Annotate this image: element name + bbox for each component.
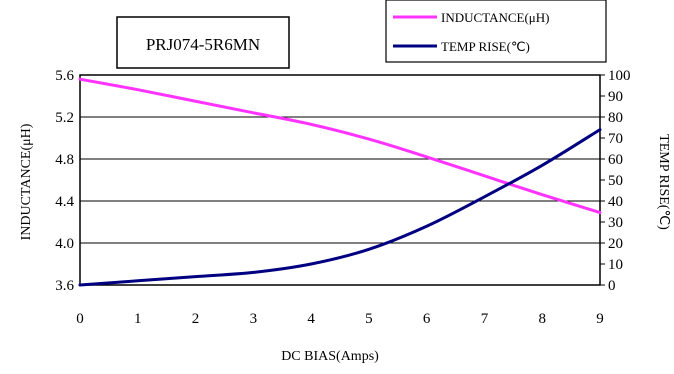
y-right-tick-label-10: 100 [608,68,631,84]
part-label: PRJ074-5R6MN [146,35,260,54]
x-tick-label-2: 2 [192,311,200,327]
x-tick-label-6: 6 [423,311,431,327]
part-label-box: PRJ074-5R6MN [116,16,290,69]
y-left-axis-title: INDUCTANCE(μH) [19,123,34,240]
y-right-tick-label-2: 20 [608,236,623,252]
legend: INDUCTANCE(μH) TEMP RISE(℃) [385,0,607,63]
y-right-tick-label-4: 40 [608,194,623,210]
x-tick-label-9: 9 [596,311,604,327]
y-right-tick-label-7: 70 [608,131,623,147]
y-right-tick-labels: 0 10 20 30 40 50 60 70 80 90 100 [608,68,631,294]
legend-label-temp-rise: TEMP RISE(℃) [441,39,530,54]
y-left-tick-label-4: 5.2 [55,110,74,126]
x-tick-label-0: 0 [76,311,84,327]
x-tick-label-8: 8 [538,311,546,327]
x-tick-label-4: 4 [307,311,315,327]
x-tick-label-1: 1 [134,311,142,327]
plot-frame [79,74,605,286]
y-left-tick-label-2: 4.4 [55,194,74,210]
y-right-tick-label-8: 80 [608,110,623,126]
y-right-tick-label-0: 0 [608,278,616,294]
series-layer [78,77,602,287]
grid-lines [80,74,600,286]
x-tick-label-7: 7 [481,311,489,327]
y-left-tick-label-1: 4.0 [55,236,74,252]
y-left-tick-label-0: 3.6 [55,278,74,294]
series-line-inductance [78,77,602,215]
legend-label-inductance: INDUCTANCE(μH) [441,10,549,25]
series-line-temp-rise [78,128,602,287]
y-left-tick-labels: 3.6 4.0 4.4 4.8 5.2 5.6 [55,68,74,294]
x-tick-label-5: 5 [365,311,373,327]
x-tick-labels: 0 1 2 3 4 5 6 7 8 9 [76,311,604,327]
y-right-tick-label-1: 10 [608,257,623,273]
y-right-tick-label-6: 60 [608,152,623,168]
x-tick-label-3: 3 [250,311,258,327]
y-left-tick-label-5: 5.6 [55,68,74,84]
y-right-tick-label-9: 90 [608,89,623,105]
y-left-tick-label-3: 4.8 [55,152,74,168]
x-axis-title: DC BIAS(Amps) [281,349,379,364]
y-right-axis-title: TEMP RISE(℃) [656,134,671,230]
plot-border [79,74,601,286]
y-right-tick-label-3: 30 [608,215,623,231]
y-right-tick-label-5: 50 [608,173,623,189]
